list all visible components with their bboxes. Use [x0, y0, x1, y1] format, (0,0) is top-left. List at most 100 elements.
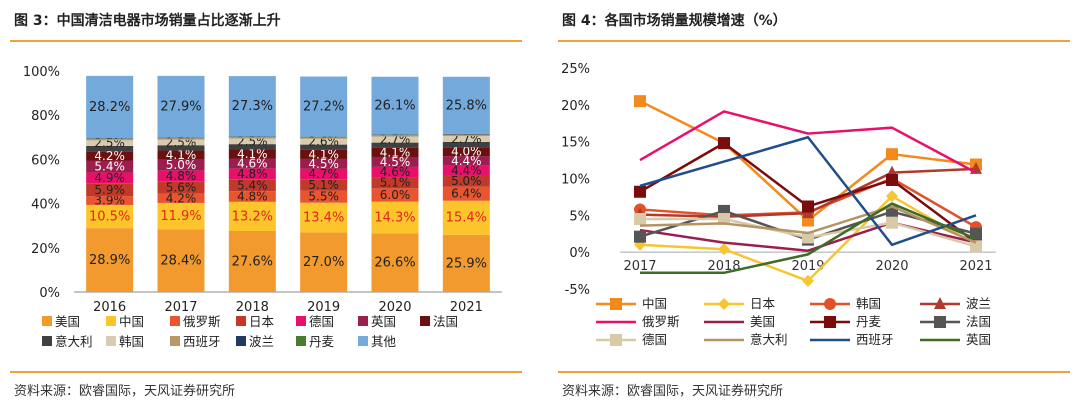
bar-segment — [86, 228, 134, 292]
data-label: 4.4% — [451, 154, 482, 168]
data-label: 4.1% — [380, 145, 411, 159]
legend-swatch — [296, 316, 306, 326]
y-tick-label: 40% — [31, 198, 60, 213]
data-label: 11.9% — [160, 209, 201, 224]
data-label: 4.7% — [308, 167, 339, 181]
bar-segment — [442, 156, 490, 166]
data-point — [718, 213, 730, 226]
legend-label: 法国 — [433, 314, 458, 329]
bar-segment — [371, 188, 419, 202]
left-title-rule — [10, 40, 522, 42]
legend-swatch — [236, 336, 246, 346]
bar-segment — [442, 200, 490, 235]
x-tick-label: 2018 — [236, 300, 269, 315]
y-tick-label: 0% — [39, 286, 60, 301]
bar-segment — [371, 156, 419, 167]
bar-segment — [228, 158, 276, 169]
bar-segment — [300, 190, 348, 203]
legend-swatch — [106, 316, 116, 326]
data-point — [802, 231, 814, 244]
left-figure-title: 图 3：中国清洁电器市场销量占比逐渐上升 — [14, 13, 281, 29]
legend-marker — [824, 316, 836, 328]
data-label: 5.0% — [451, 174, 482, 188]
bar-segment — [371, 233, 419, 292]
bar-segment — [228, 144, 276, 150]
data-label: 4.2% — [94, 149, 125, 163]
data-point — [886, 173, 898, 186]
legend-label: 日本 — [249, 314, 275, 329]
y-tick-label: 20% — [31, 242, 60, 257]
data-label: 4.8% — [237, 190, 268, 204]
x-tick-label: 2016 — [93, 300, 126, 315]
data-label: 4.6% — [380, 165, 411, 179]
x-tick-label: 2017 — [164, 300, 197, 315]
bar-segment — [157, 193, 205, 203]
legend-label: 西班牙 — [183, 334, 221, 349]
bar-segment — [371, 142, 419, 148]
legend-swatch — [358, 316, 368, 326]
data-label: 4.9% — [94, 171, 125, 185]
bar-segment — [442, 234, 490, 292]
x-tick-label: 2017 — [623, 259, 656, 274]
bar-segment — [371, 135, 419, 137]
data-label: 4.6% — [237, 157, 268, 171]
legend-label: 法国 — [966, 314, 991, 329]
data-label: 4.1% — [166, 148, 197, 162]
series-俄罗斯 — [639, 110, 977, 174]
series-丹麦 — [634, 137, 982, 249]
data-point — [718, 243, 730, 256]
data-label: 26.6% — [374, 256, 415, 271]
data-label: 5.1% — [308, 178, 339, 192]
series-line — [640, 202, 977, 275]
legend-swatch — [296, 336, 306, 346]
bar-segment — [300, 202, 348, 233]
data-label: 5.4% — [237, 178, 268, 192]
bar-segment — [86, 160, 134, 173]
legend-label: 俄罗斯 — [183, 314, 221, 329]
bar-segment — [371, 136, 419, 143]
legend-label: 西班牙 — [856, 332, 894, 347]
right-source-note: 资料来源：欧睿国际，天风证券研究所 — [562, 384, 784, 399]
line-chart: -5%0%5%10%15%20%25%2017 2018 2019 2020 2021中… — [561, 62, 996, 347]
data-label: 5.0% — [166, 158, 197, 172]
bar-segment — [442, 165, 490, 176]
bar-segment — [371, 76, 419, 135]
y-tick-label: 15% — [561, 136, 590, 151]
legend-label: 中国 — [119, 314, 144, 329]
series-意大利 — [639, 205, 977, 244]
data-label: 5.4% — [94, 159, 125, 173]
data-label: 27.6% — [232, 255, 273, 270]
data-label: 25.8% — [446, 98, 487, 113]
x-tick-label: 2019 — [791, 259, 824, 274]
bar-segment — [86, 183, 134, 197]
data-point — [886, 190, 898, 203]
bar-segment — [442, 147, 490, 157]
data-point — [634, 230, 646, 243]
bar-segment — [300, 76, 348, 137]
bar-segment — [300, 232, 348, 292]
legend-label: 英国 — [371, 314, 396, 329]
x-tick-label: 2020 — [378, 300, 411, 315]
bar-segment — [86, 75, 134, 139]
legend-label: 德国 — [642, 332, 667, 347]
y-tick-label: 100% — [23, 65, 60, 80]
bar-segment — [371, 201, 419, 234]
y-tick-label: 20% — [561, 99, 590, 114]
bar-segment — [157, 145, 205, 151]
bar-segment — [371, 147, 419, 157]
legend-marker — [610, 334, 622, 346]
bar-segment — [300, 144, 348, 150]
legend-marker — [610, 298, 622, 310]
right-panel: 图 4：各国市场销量规模增速（%） -5% 0% 5% 10% 15% 20% 25% 201… — [548, 0, 1080, 410]
data-label: 26.1% — [374, 99, 415, 114]
data-label: 4.8% — [237, 167, 268, 181]
right-figure-title: 图 4：各国市场销量规模增速（%） — [562, 13, 787, 29]
data-label: 3.9% — [94, 194, 125, 208]
y-tick-label: 80% — [31, 109, 60, 124]
bar-segment — [442, 141, 490, 148]
bar-segment — [228, 137, 276, 139]
right-title-rule — [558, 40, 1070, 42]
bar-segment — [157, 159, 205, 171]
legend-label: 意大利 — [55, 334, 93, 349]
series-西班牙 — [639, 135, 977, 247]
